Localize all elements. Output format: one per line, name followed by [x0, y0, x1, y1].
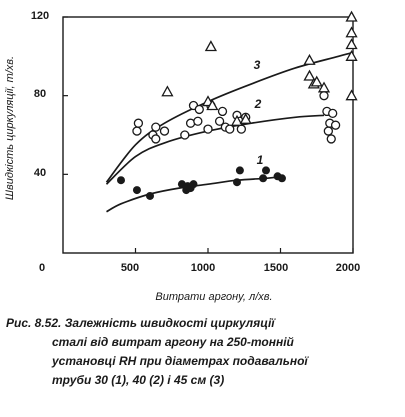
point-series-1-0 [117, 176, 125, 185]
point-series-1-1 [132, 186, 141, 195]
point-series-3-6 [303, 53, 316, 65]
point-series-3-12 [345, 26, 358, 38]
point-series-2-26 [328, 108, 338, 119]
point-series-3-9 [310, 75, 323, 87]
point-series-2-5 [159, 126, 170, 136]
point-series-2-16 [225, 124, 235, 134]
caption-line-2: сталі від витрат аргону на 250-тонній [52, 335, 294, 349]
x-tick-label-500: 500 [121, 262, 139, 274]
curve-label-3: 3 [254, 58, 261, 72]
x-tick-label-1000: 1000 [191, 262, 215, 274]
x-tick-label-2000: 2000 [336, 262, 360, 274]
point-series-3-1 [204, 40, 218, 52]
plot-area-frame [62, 16, 354, 254]
y-axis-title: Швидкість циркуляції, т/хв. [4, 56, 16, 200]
point-series-2-10 [194, 104, 204, 115]
caption-line-3: установці RH при діаметрах подавальної [52, 354, 308, 368]
point-series-3-0 [161, 85, 174, 97]
point-series-1-2 [146, 191, 154, 200]
point-series-2-1 [133, 118, 144, 128]
point-series-3-3 [206, 99, 219, 111]
point-series-2-23 [323, 126, 334, 136]
point-series-2-27 [330, 120, 341, 130]
point-series-1-9 [235, 166, 244, 175]
caption-line-4: труби 30 (1), 40 (2) і 45 см (3) [52, 373, 225, 387]
point-series-3-11 [345, 10, 358, 22]
point-series-1-11 [262, 166, 270, 175]
chart: 0 500 1000 1500 2000 40 80 120 Витрати а… [4, 10, 360, 303]
point-series-2-14 [217, 106, 228, 117]
y-tick-label-80: 80 [34, 88, 46, 100]
point-series-1-10 [259, 174, 268, 183]
curve-label-1: 1 [257, 153, 264, 167]
point-series-3-4 [230, 114, 244, 126]
y-tick-label-40: 40 [34, 167, 46, 179]
series-points [117, 10, 358, 200]
point-series-3-10 [317, 81, 331, 93]
point-series-2-3 [151, 122, 161, 132]
point-series-2-0 [132, 126, 142, 136]
curve-label-2: 2 [254, 97, 262, 111]
point-series-3-5 [239, 112, 252, 124]
point-series-1-7 [189, 180, 198, 189]
point-series-3-15 [345, 89, 358, 101]
figure-caption: Рис. 8.52. Залежність швидкості циркуляц… [6, 314, 402, 390]
point-series-2-21 [319, 91, 329, 101]
origin-label: 0 [39, 262, 45, 274]
caption-line-1: Рис. 8.52. Залежність швидкості циркуляц… [6, 316, 275, 330]
point-series-2-9 [193, 116, 203, 126]
y-tick-label-120: 120 [31, 10, 49, 22]
point-series-3-13 [345, 38, 358, 50]
point-series-2-4 [151, 134, 161, 144]
curve-series-3 [105, 51, 354, 183]
x-tick-label-1500: 1500 [264, 262, 288, 274]
point-series-2-13 [214, 116, 225, 126]
point-series-2-11 [203, 124, 213, 134]
axis-ticks [63, 16, 354, 253]
x-axis-title: Витрати аргону, л/хв. [155, 291, 272, 303]
point-series-2-25 [326, 134, 336, 144]
point-series-3-14 [345, 49, 358, 61]
point-series-1-8 [233, 178, 241, 187]
point-series-2-19 [236, 124, 247, 134]
point-series-2-6 [180, 130, 190, 140]
point-series-3-7 [303, 69, 316, 81]
point-series-1-13 [277, 174, 286, 183]
